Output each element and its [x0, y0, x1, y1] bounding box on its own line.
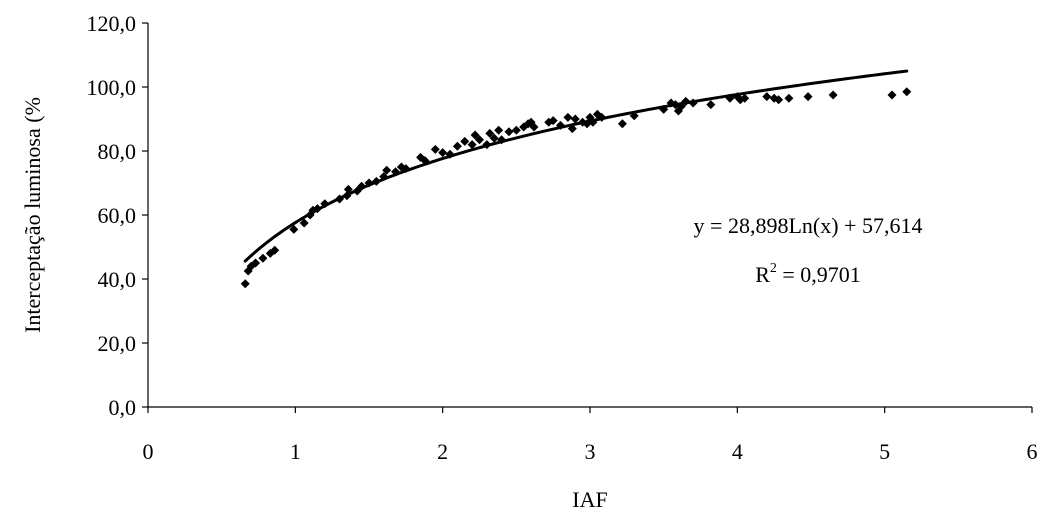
trendline — [243, 69, 909, 263]
data-point — [251, 258, 261, 268]
data-point — [902, 87, 912, 97]
data-point — [240, 279, 250, 289]
r-squared-label: R2 = 0,9701 — [755, 261, 861, 287]
y-tick-label: 40,0 — [98, 267, 137, 292]
data-point — [740, 93, 750, 103]
trendline-equation: y = 28,898Ln(x) + 57,614 — [694, 213, 923, 238]
x-axis-label: IAF — [572, 487, 607, 512]
data-point — [511, 125, 521, 135]
data-point — [887, 90, 897, 100]
x-tick-label: 5 — [879, 439, 890, 464]
r2-exponent: 2 — [770, 261, 777, 276]
data-point — [258, 253, 268, 263]
data-point — [299, 218, 309, 228]
data-point — [548, 116, 558, 126]
x-tick-label: 0 — [143, 439, 154, 464]
x-tick-label: 3 — [585, 439, 596, 464]
data-point — [529, 122, 539, 132]
data-point — [460, 136, 470, 146]
data-point — [706, 100, 716, 110]
data-point — [485, 128, 495, 138]
y-tick-label: 80,0 — [98, 139, 137, 164]
data-point — [617, 119, 627, 129]
y-tick-label: 60,0 — [98, 203, 137, 228]
x-tick-label: 2 — [437, 439, 448, 464]
data-point — [567, 124, 577, 134]
data-point — [467, 140, 477, 150]
x-tick-label: 1 — [290, 439, 301, 464]
y-tick-labels: 0,0 20,0 40,0 60,0 80,0 100,0 120,0 — [87, 11, 148, 420]
data-point — [382, 165, 392, 175]
x-tick-label: 6 — [1027, 439, 1038, 464]
x-tick-label: 4 — [732, 439, 743, 464]
data-point — [828, 90, 838, 100]
data-point — [494, 125, 504, 135]
data-point — [452, 141, 462, 151]
data-point — [570, 114, 580, 124]
data-points — [240, 87, 912, 289]
y-tick-label: 20,0 — [98, 331, 137, 356]
y-tick-label: 0,0 — [109, 395, 137, 420]
r2-prefix: R — [755, 262, 770, 287]
data-point — [504, 127, 514, 137]
x-tick-labels: 0 1 2 3 4 5 6 — [143, 407, 1038, 464]
data-point — [430, 144, 440, 154]
data-point — [784, 93, 794, 103]
y-tick-label: 120,0 — [87, 11, 137, 36]
data-point — [270, 245, 280, 255]
data-point — [475, 135, 484, 145]
data-point — [470, 130, 480, 140]
data-point — [774, 95, 784, 105]
data-point — [803, 92, 813, 102]
y-axis-label: Interceptação luminosa (% — [20, 97, 45, 333]
r2-value: = 0,9701 — [777, 262, 861, 287]
data-point — [289, 224, 299, 234]
data-point — [563, 112, 573, 122]
data-point — [489, 133, 499, 143]
y-tick-label: 100,0 — [87, 75, 137, 100]
data-point — [438, 148, 448, 158]
data-point — [762, 92, 772, 102]
